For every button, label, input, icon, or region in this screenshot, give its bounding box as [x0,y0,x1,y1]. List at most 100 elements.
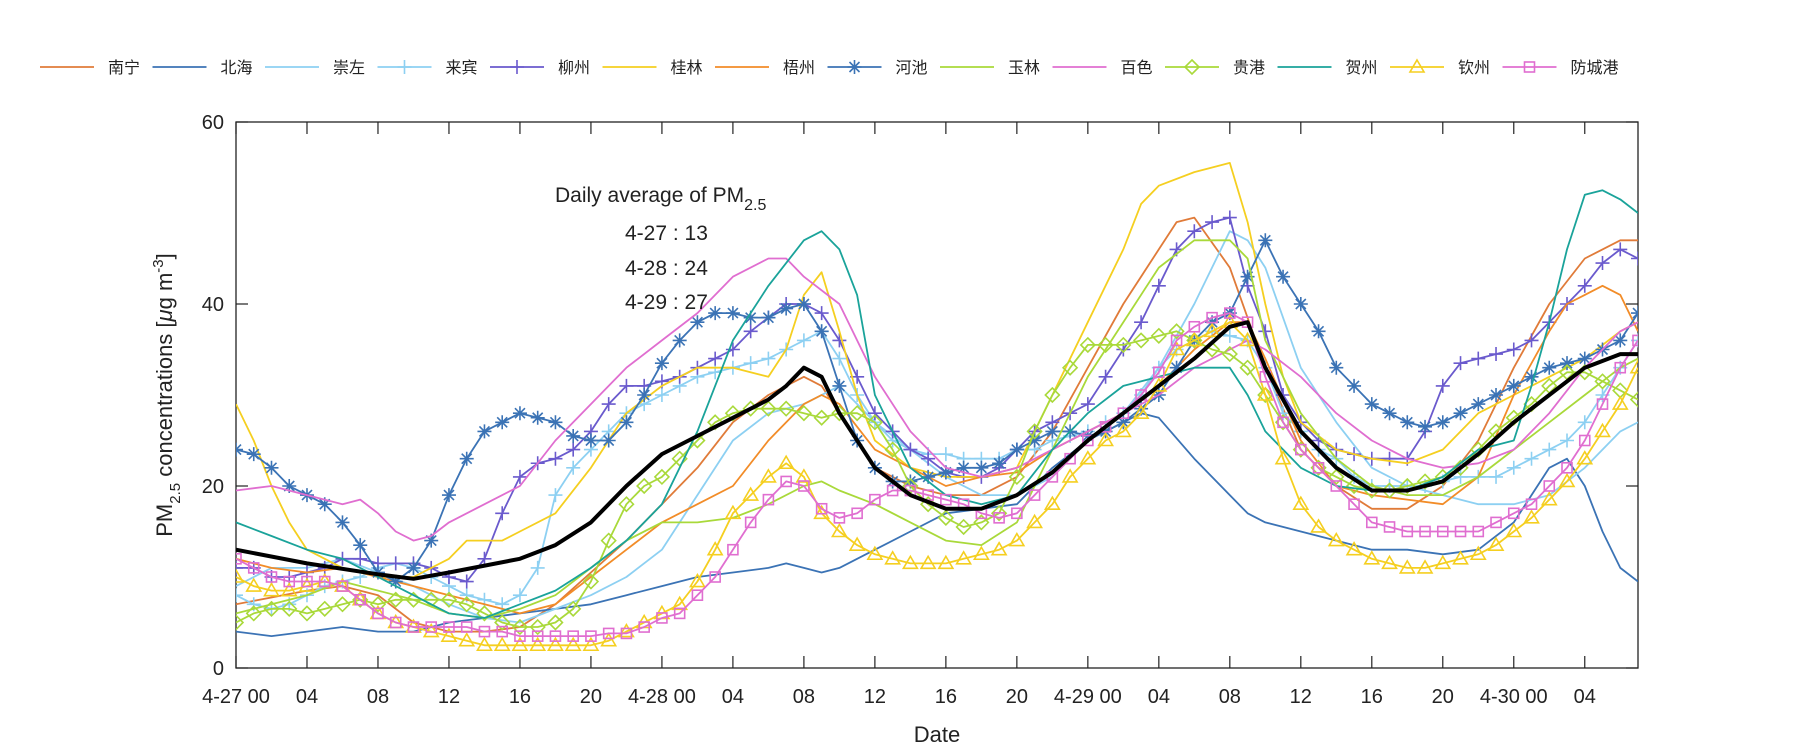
data-point-square [815,502,828,515]
data-point-star [992,456,1007,471]
data-point-triangle [1327,532,1345,547]
data-point-diamond [778,400,795,417]
data-point-square [1277,416,1289,429]
data-point-plus [1453,356,1468,371]
data-point-square [283,575,296,588]
data-point-star [1631,306,1638,321]
data-point-square [514,630,526,642]
data-point-star [335,515,350,530]
data-point-triangle [1408,58,1426,73]
data-point-square [407,621,420,633]
data-point-diamond [1183,58,1201,76]
data-point-diamond [1629,391,1638,408]
data-point-star [974,460,989,475]
data-point-square [1348,498,1360,511]
data-point-star [637,388,652,402]
data-point-plus [477,551,492,566]
data-point-triangle [884,550,902,565]
data-point-square [1436,525,1449,538]
data-point-square [1224,307,1236,319]
x-tick-label: 16 [935,686,957,708]
data-point-square [1401,525,1414,538]
data-point-triangle [1203,322,1221,338]
data-point-star [264,460,279,475]
legend-label: 百色 [1121,58,1153,77]
data-point-star [1382,406,1397,421]
data-point-diamond [1026,423,1043,440]
data-point-diamond [1416,473,1434,490]
data-point-square [940,493,952,506]
data-point-square [691,589,704,602]
legend-label: 玉林 [1008,58,1040,77]
series-6 [236,162,1638,578]
axis-ticks [235,121,1638,669]
data-point-diamond [1257,386,1274,404]
data-point-square [1614,361,1627,374]
x-tick-label: 4-27 00 [202,686,270,708]
series-line [236,330,1638,628]
data-point-plus [708,351,723,366]
data-point-plus [743,324,758,339]
data-point-diamond [653,468,671,486]
data-point-diamond [236,614,245,631]
data-point-diamond [1239,359,1256,376]
average-line [236,320,1638,581]
data-point-triangle [564,636,582,652]
data-point-plus [1613,242,1628,257]
legend-item-9: 玉林 [940,58,1040,77]
data-point-star [477,424,492,439]
data-point-star [1258,233,1273,248]
legend-label: 南宁 [108,58,140,77]
data-point-star [654,356,669,371]
data-point-square [851,507,863,520]
data-point-diamond [884,441,901,458]
data-point-diamond [955,518,972,536]
data-point-diamond [582,573,600,590]
data-point-triangle [1381,554,1398,570]
x-tick-label: 16 [509,686,531,708]
data-point-star [1542,360,1557,375]
data-point-star [1116,415,1131,430]
data-point-star [1489,388,1504,402]
data-point-star [1453,406,1468,421]
data-point-triangle [813,504,831,520]
data-point-star [424,533,439,548]
data-point-triangle [1132,404,1150,419]
y-tick-label: 60 [202,112,224,134]
data-point-diamond [1044,386,1061,404]
data-point-diamond [1594,373,1611,390]
data-point-square [1507,507,1520,520]
data-point-diamond [1221,345,1238,363]
data-point-triangle [1061,468,1079,483]
data-point-triangle [1487,536,1505,551]
data-point-plus [619,378,634,393]
data-point-square [1153,366,1165,379]
data-point-star [1329,360,1344,375]
data-point-diamond [1097,336,1114,354]
data-point-square [1454,525,1467,538]
data-point-triangle [493,636,511,652]
data-point-star [1347,378,1362,393]
data-point-plus [1222,210,1237,225]
legend-label: 河池 [896,58,928,77]
data-point-diamond [298,605,316,622]
data-point-diamond [423,591,440,608]
data-point-diamond [1399,477,1416,495]
legend-item-7: 梧州 [715,58,815,77]
y-tick-label: 0 [213,658,224,680]
data-point-diamond [1115,336,1132,354]
data-point-diamond [316,600,333,617]
data-point-plus [725,342,740,357]
data-point-square [762,493,775,506]
data-point-plus [867,406,882,421]
data-point-square [1596,398,1609,410]
data-point-plus [1187,224,1202,239]
data-point-triangle [848,536,866,551]
x-tick-label: 4-29 00 [1054,686,1122,708]
data-point-star [512,406,527,421]
data-point-triangle [1594,422,1611,438]
data-point-triangle [972,545,990,561]
data-point-triangle [1469,545,1487,561]
data-point-square [602,627,615,640]
data-point-plus [236,560,243,575]
